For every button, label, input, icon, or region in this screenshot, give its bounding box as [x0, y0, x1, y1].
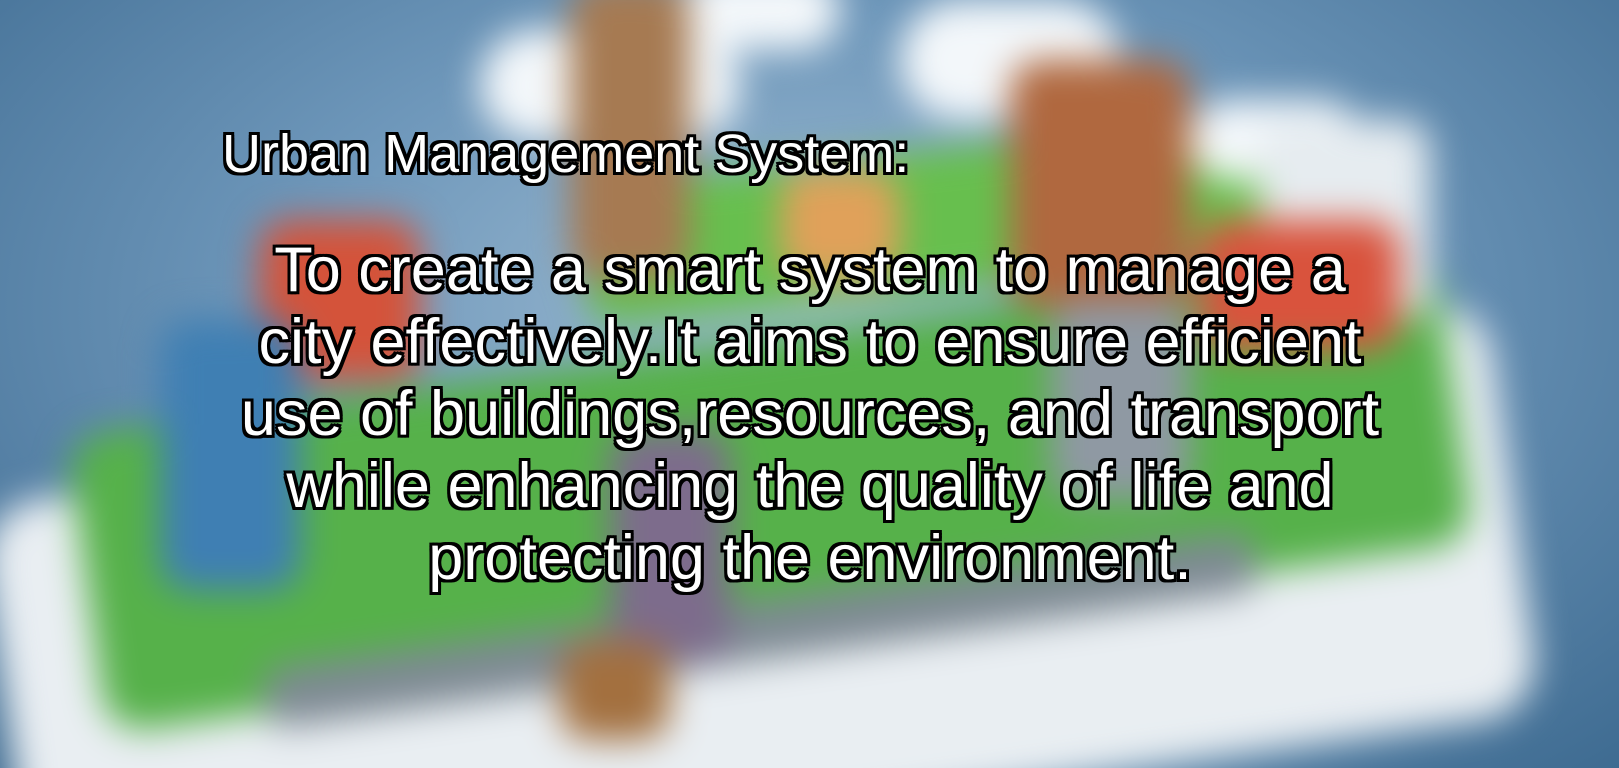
- building: [570, 0, 690, 280]
- building: [610, 430, 730, 660]
- building: [1050, 300, 1190, 500]
- description-line: use of buildings,resources, and transpor…: [240, 379, 1380, 449]
- building: [560, 640, 670, 740]
- cloud: [680, 0, 840, 50]
- building: [1200, 220, 1400, 350]
- description: To create a smart system to manage a cit…: [160, 234, 1460, 594]
- description-line: while enhancing the quality of life and: [286, 451, 1334, 521]
- building: [1010, 60, 1190, 310]
- page-title: Urban Management System:: [222, 124, 910, 184]
- description-line: To create a smart system to manage a: [274, 235, 1346, 305]
- building: [160, 320, 300, 590]
- description-line: protecting the environment.: [428, 523, 1192, 593]
- description-line: city effectively.It aims to ensure effic…: [258, 307, 1362, 377]
- building: [780, 170, 900, 280]
